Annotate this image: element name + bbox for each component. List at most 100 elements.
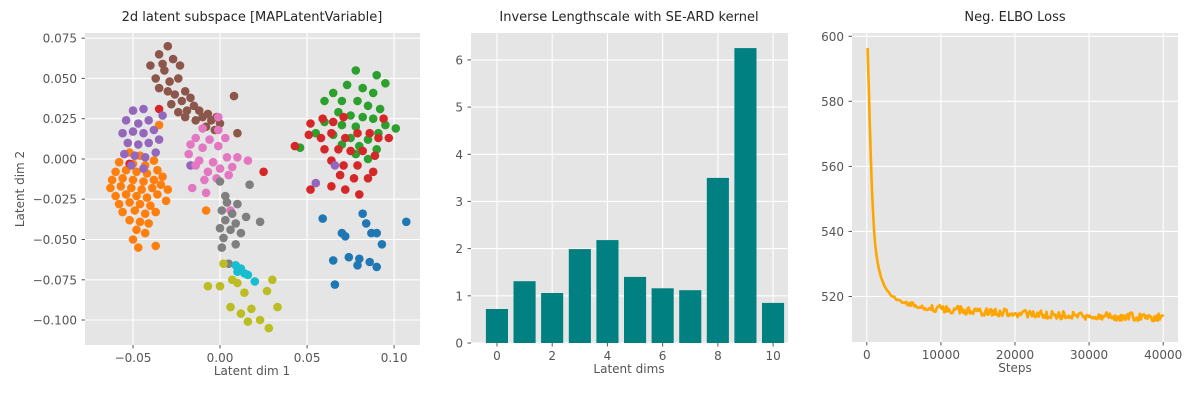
scatter-point [130,206,140,215]
scatter-point [344,252,354,262]
scatter-point [341,232,350,241]
scatter-point [379,114,388,123]
scatter-point [245,180,254,189]
scatter-point [358,209,368,218]
scatter-point [353,128,362,138]
scatter-point [139,128,148,138]
scatter-point [184,149,193,159]
scatter-point [130,151,140,160]
y-tick-label: −0.075 [33,273,77,287]
scatter-point [391,124,401,133]
scatter-point [132,191,141,201]
scatter-point [175,61,185,70]
scatter-point [201,188,211,198]
scatter-point [320,145,329,154]
scatter-point [372,70,382,80]
scatter-point [381,79,390,88]
y-tick-label: 6 [455,53,463,67]
scatter-point [365,257,375,267]
scatter-point [135,199,145,209]
scatter-point [191,161,200,170]
scatter-point [160,66,169,75]
scatter-point [146,201,155,210]
y-tick-label: 0.050 [43,72,77,86]
y-tick-label: 0.000 [43,153,77,167]
x-tick-label: 0.10 [381,351,408,365]
scatter-point [200,175,209,185]
scatter-point [227,209,237,218]
scatter-point [214,125,223,135]
scatter-point [144,138,153,148]
scatter-point [170,90,180,99]
scatter-point [226,225,235,235]
bar [485,309,508,343]
scatter-point [328,117,338,127]
scatter-point [118,207,127,217]
bar [706,177,729,343]
scatter-point [158,59,167,69]
scatter-point [363,174,373,183]
x-tick-label: 0 [863,348,871,362]
scatter-point [363,101,373,111]
scatter-point [111,191,120,201]
scatter-point [361,219,371,228]
scatter-point [372,262,382,272]
scatter-point [151,74,160,83]
x-tick-label: 30000 [1070,348,1108,362]
scatter-point [146,61,155,70]
scatter-point [243,270,253,280]
scatter-point [353,261,362,270]
x-tick-label: 0.05 [294,351,321,365]
scatter-point [363,154,373,164]
scatter-point [114,157,124,167]
scatter-point [377,240,387,249]
scatter-point [311,178,321,188]
scatter-point [353,161,362,170]
y-tick-label: 560 [821,160,844,174]
scatter-point [368,88,378,98]
y-tick-label: 600 [821,30,844,44]
scatter-point [318,114,328,123]
scatter-point [167,99,176,109]
y-tick-label: 0.025 [43,112,77,126]
scatter-point [250,277,260,286]
x-tick-label: 2 [548,349,556,363]
scatter-point [330,161,340,170]
scatter-point [139,177,148,186]
scatter-point [125,198,134,207]
scatter-point [355,254,364,264]
y-tick-label: 0 [455,337,463,351]
scatter-point [208,157,218,167]
bar [513,281,536,343]
scatter-point [149,125,159,135]
scatter-point [140,228,150,238]
y-tick-label: 1 [455,289,463,303]
scatter-point [221,215,230,225]
scatter-point [290,141,300,151]
scatter-point [222,198,232,207]
subplot-1: −0.05 0.00 0.05 0.10 0.075 0.050 0.025 0.000 −0.… [33,32,420,365]
scatter-point [165,77,174,86]
y-tick-label: 540 [821,225,844,239]
scatter-point [335,170,345,180]
scatter-point [187,183,197,193]
scatter-point [215,164,225,173]
scatter-point [365,128,375,138]
scatter-point [174,74,183,83]
bar [541,293,564,343]
scatter-point [316,133,326,143]
scatter-point [374,133,383,143]
scatter-point [358,112,368,122]
x-tick-label: 0 [493,349,501,363]
scatter-point [240,288,249,298]
scatter-point [163,41,173,51]
scatter-point [233,278,242,288]
scatter-point [132,167,141,177]
loss-chart-title: Neg. ELBO Loss [964,10,1066,25]
scatter-point [341,133,350,143]
scatter-point [203,109,213,119]
scatter-point [125,215,134,225]
scatter-point [358,146,368,156]
x-tick-label: 4 [604,349,612,363]
